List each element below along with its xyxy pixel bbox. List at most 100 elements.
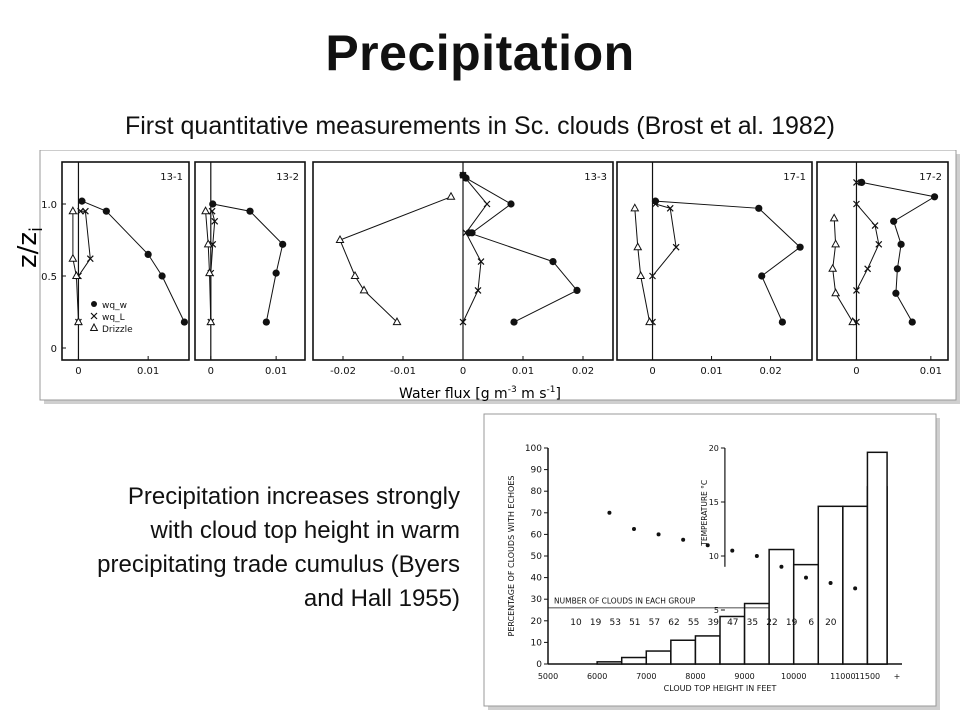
- data-point-dot: [102, 207, 110, 215]
- flux-panel-17-2: 17-2 0 0.01: [816, 161, 949, 377]
- x-tick-label: -0.01: [390, 366, 416, 377]
- data-point-x: [77, 207, 84, 215]
- temperature-tick-label: 5: [714, 606, 719, 615]
- data-point-triangle: [831, 239, 841, 248]
- slide-title: Precipitation: [325, 25, 635, 81]
- data-point-triangle: [203, 239, 213, 248]
- data-point-dot: [272, 269, 280, 277]
- data-point-dot: [246, 207, 254, 215]
- data-point-dot: [796, 243, 804, 251]
- legend-marker-dot: [91, 301, 97, 307]
- data-point-triangle: [206, 317, 216, 326]
- x-tick-label: 10000: [781, 672, 806, 681]
- group-count: 22: [766, 618, 777, 628]
- data-point-dot: [890, 217, 898, 225]
- profile-line-triangle: [205, 211, 212, 323]
- data-point-dot: [897, 240, 905, 248]
- data-point-dot: [858, 178, 866, 186]
- temperature-point: [632, 527, 636, 531]
- x-tick-label: 6000: [587, 672, 607, 681]
- data-point-dot: [180, 318, 188, 326]
- data-point-x: [459, 171, 467, 179]
- y-tick-label: 10: [531, 638, 543, 648]
- temperature-point: [730, 548, 735, 553]
- panel-id-label: 13-2: [276, 172, 299, 183]
- legend-entry: wq_w: [102, 301, 127, 311]
- y-axis-label: PERCENTAGE OF CLOUDS WITH ECHOES: [507, 476, 516, 637]
- flux-panel-17-1: 17-1 0 0.01 0.02: [616, 161, 813, 377]
- x-tick-label: 0: [649, 366, 655, 377]
- data-point-x: [875, 240, 883, 248]
- data-point-x: [474, 286, 482, 294]
- x-tick-label: 0.01: [700, 366, 722, 377]
- byers-hall-figure: 0 10 20 30 40 50 60 70 80 90 100 PERCENTAGE OF CLOU…: [483, 413, 940, 710]
- temperature-point: [754, 554, 759, 558]
- data-point-x: [483, 200, 491, 208]
- panel-id-label: 13-3: [584, 172, 607, 183]
- echo-bar-plot: 0 10 20 30 40 50 60 70 80 90 100 PERCENTAGE OF CLOU…: [507, 444, 902, 693]
- panel-id-label: 17-1: [783, 172, 806, 183]
- group-count: 53: [609, 618, 620, 628]
- x-tick-label: 0.01: [137, 366, 159, 377]
- data-point-triangle: [68, 253, 78, 262]
- data-point-triangle: [633, 242, 643, 251]
- data-point-x: [853, 200, 860, 208]
- data-point-dot: [507, 200, 515, 208]
- x-tick-label: 8000: [685, 672, 705, 681]
- data-point-x: [666, 204, 674, 212]
- brost-flux-figure: 13-1 0 0.01 13-2 0 0.01 13-3 -0.02 -0.01 0 0.01 0.0…: [13, 150, 960, 404]
- data-point-dot: [755, 204, 763, 212]
- data-point-triangle: [350, 270, 360, 279]
- temperature-point: [828, 581, 833, 585]
- data-point-dot: [930, 193, 939, 201]
- data-point-triangle: [630, 203, 640, 212]
- data-point-x: [864, 265, 872, 273]
- temperature-point: [607, 510, 612, 515]
- data-point-x: [459, 318, 467, 326]
- data-point-dot: [892, 289, 900, 297]
- bar: [694, 635, 721, 665]
- panel-border: [194, 161, 306, 361]
- group-count: 6: [808, 618, 814, 628]
- group-count: 19: [786, 618, 798, 628]
- y-tick-label: 60: [531, 530, 543, 540]
- data-point-dot: [778, 318, 786, 326]
- x-tick-label: 0.01: [512, 366, 534, 377]
- data-point-triangle: [74, 317, 83, 326]
- y-tick-label: 20: [531, 617, 543, 627]
- data-point-x: [208, 207, 216, 215]
- panel-border: [616, 161, 813, 361]
- group-count: 19: [590, 618, 602, 628]
- data-point-triangle: [68, 206, 78, 215]
- data-point-triangle: [828, 263, 838, 272]
- temperature-point: [853, 586, 858, 591]
- data-point-triangle: [205, 268, 214, 277]
- x-tick-label: 11000: [830, 672, 855, 681]
- data-point-dot: [893, 265, 901, 273]
- group-count: 35: [747, 618, 758, 628]
- flux-panel-13-1: 13-1 0 0.01: [61, 161, 190, 377]
- data-point-triangle: [831, 288, 841, 297]
- temperature-tick-label: 10: [709, 552, 719, 561]
- data-point-triangle: [446, 191, 456, 200]
- bar: [620, 656, 648, 665]
- group-count: 47: [727, 618, 738, 628]
- data-point-dot: [758, 272, 766, 280]
- data-point-x: [211, 217, 219, 225]
- x-axis-label: Water flux [g m-3 m s-1]: [399, 385, 561, 402]
- y-tick-label: 90: [531, 466, 543, 476]
- x-tick-label: 9000: [734, 672, 754, 681]
- group-count: 51: [629, 618, 640, 628]
- y-tick-label: 70: [531, 509, 543, 519]
- data-point-dot: [262, 318, 270, 326]
- temperature-point: [681, 537, 686, 542]
- x-tick-label: -0.02: [330, 366, 356, 377]
- x-tick-label: 0: [208, 366, 214, 377]
- group-count: 10: [570, 618, 582, 628]
- temperature-point: [705, 543, 710, 548]
- figure-frame: [39, 150, 957, 401]
- profile-line-triangle: [72, 211, 79, 323]
- flux-panels: 13-1 0 0.01 13-2 0 0.01 13-3 -0.02 -0.01 0 0.01 0.0…: [41, 161, 949, 377]
- data-point-dot: [279, 240, 287, 248]
- x-tick-label: 0.02: [759, 366, 781, 377]
